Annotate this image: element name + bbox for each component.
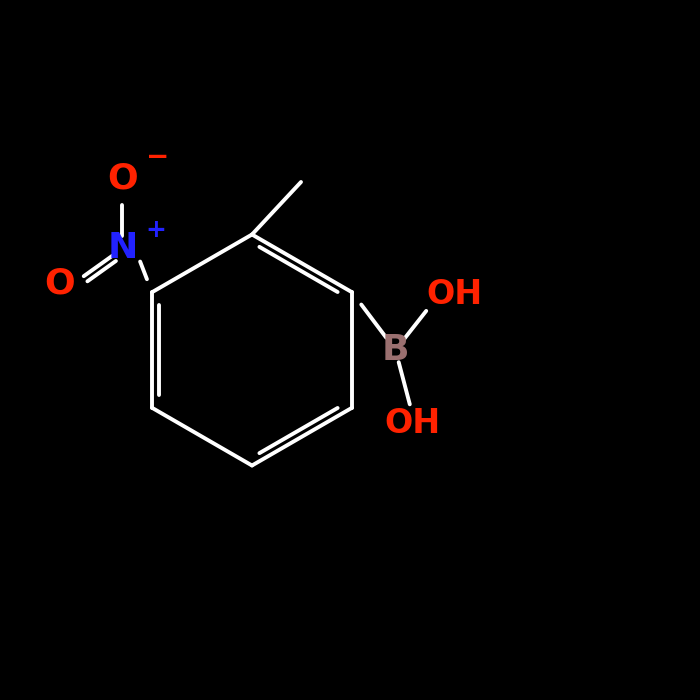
Text: OH: OH	[385, 407, 441, 440]
Text: −: −	[146, 144, 169, 172]
Text: N: N	[107, 232, 138, 265]
Text: OH: OH	[427, 277, 483, 311]
Text: B: B	[382, 333, 409, 367]
Text: O: O	[44, 267, 75, 300]
Text: +: +	[145, 218, 166, 241]
Text: O: O	[107, 162, 138, 195]
